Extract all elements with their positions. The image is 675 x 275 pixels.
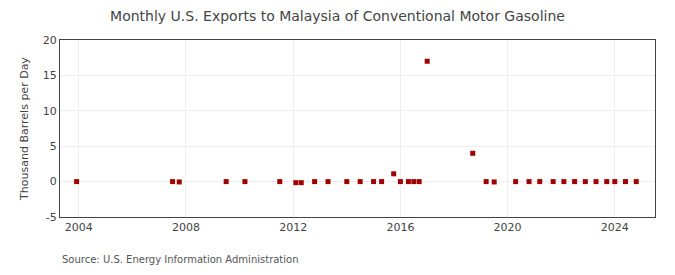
svg-text:2020: 2020 (494, 221, 522, 234)
svg-text:2024: 2024 (601, 221, 629, 234)
svg-text:10: 10 (43, 105, 57, 118)
svg-text:Monthly U.S. Exports to Malays: Monthly U.S. Exports to Malaysia of Conv… (110, 8, 565, 24)
svg-text:15: 15 (43, 69, 57, 82)
svg-text:2004: 2004 (65, 221, 93, 234)
svg-text:2008: 2008 (172, 221, 200, 234)
svg-text:20: 20 (43, 34, 57, 47)
svg-text:Source: U.S. Energy Informatio: Source: U.S. Energy Information Administ… (62, 254, 299, 265)
svg-text:5: 5 (50, 140, 57, 153)
svg-text:2016: 2016 (386, 221, 414, 234)
svg-text:0: 0 (50, 175, 57, 188)
svg-text:Thousand Barrels per Day: Thousand Barrels per Day (18, 57, 31, 201)
svg-text:2012: 2012 (279, 221, 307, 234)
svg-text:-5: -5 (46, 211, 57, 224)
